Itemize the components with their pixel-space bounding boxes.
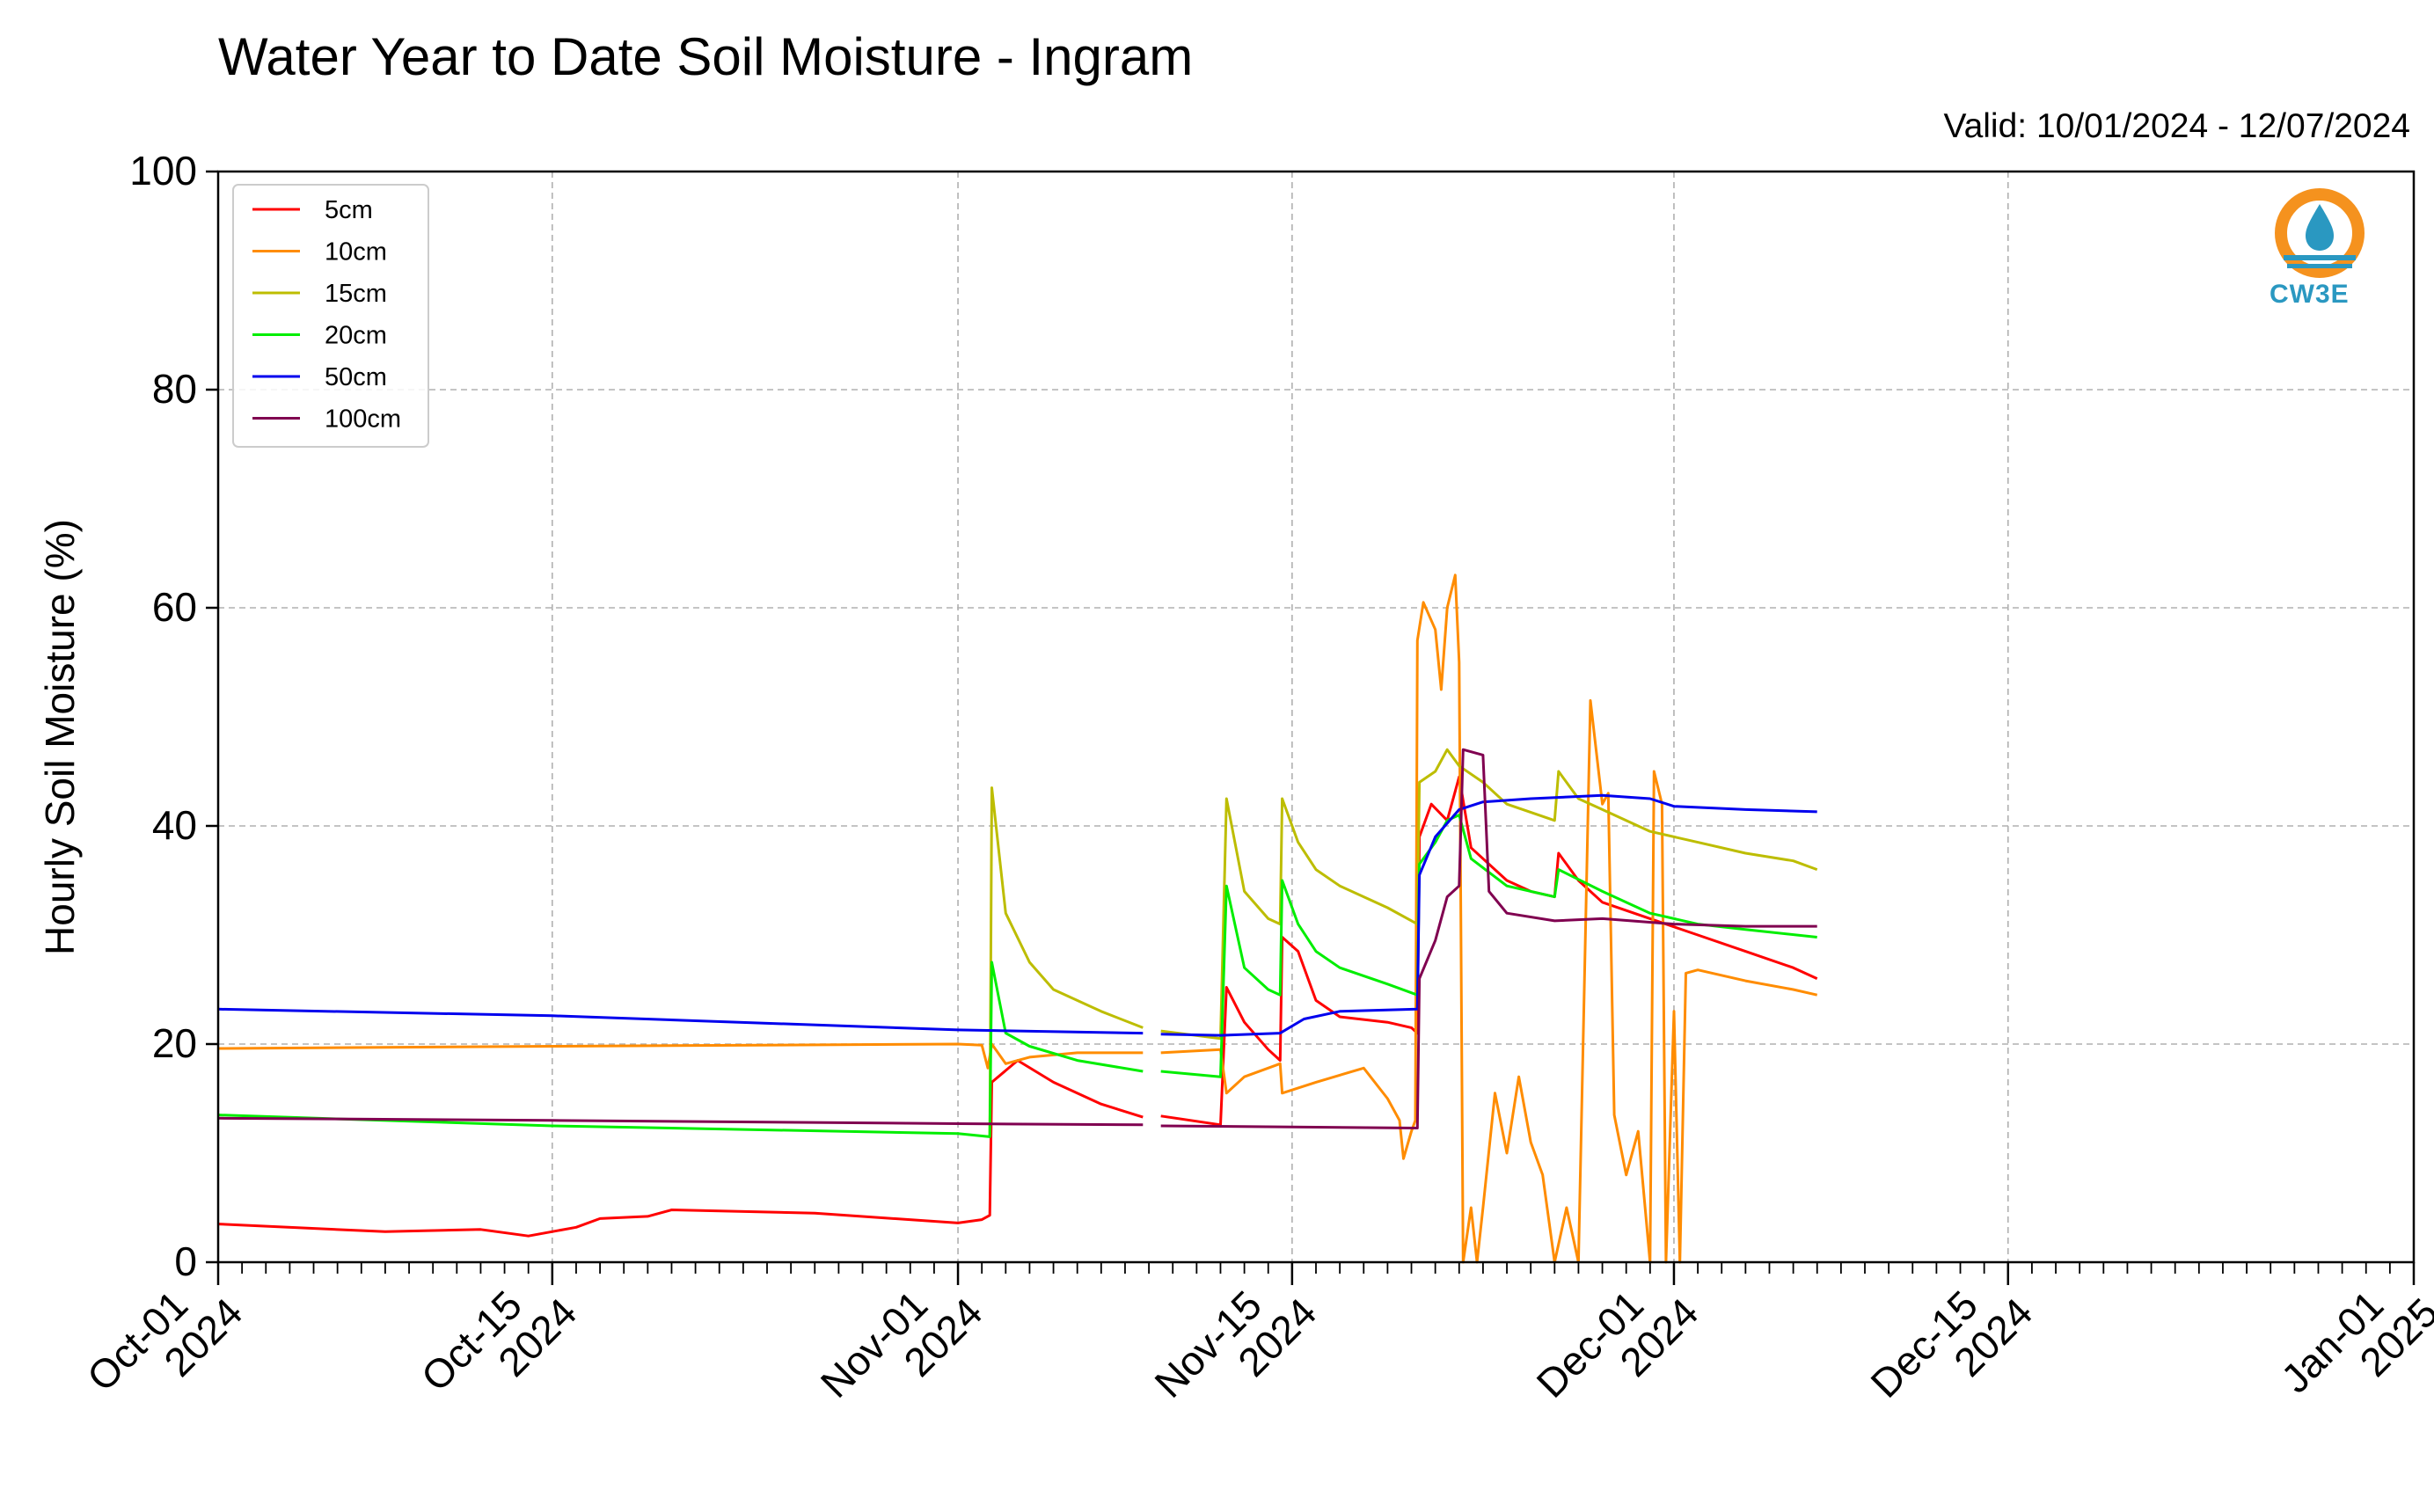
series-line-100cm [217, 748, 1817, 1129]
logo-text: CW3E [2270, 280, 2350, 309]
chart-title: Water Year to Date Soil Moisture - Ingra… [218, 27, 1194, 86]
legend-label: 100cm [325, 405, 401, 434]
legend-label: 5cm [325, 196, 373, 224]
y-axis: 0 20 40 60 80 100 [129, 148, 218, 1284]
legend-label: 10cm [325, 238, 387, 267]
y-tick-label: 100 [129, 148, 197, 194]
water-drop-icon [2306, 204, 2334, 251]
cw3e-logo [2275, 188, 2365, 278]
plot-frame [216, 170, 2416, 1264]
logo-ring [2275, 188, 2365, 278]
series-line-5cm [217, 775, 1818, 1238]
logo-wave [2287, 264, 2352, 268]
y-tick-label: 0 [174, 1238, 197, 1284]
legend-label: 15cm [325, 280, 387, 308]
series-line-50cm [217, 793, 1817, 1037]
y-tick-label: 40 [152, 802, 197, 848]
legend: 5cm 10cm 15cm 20cm 50cm 100cm [232, 184, 429, 448]
series-line-15cm [988, 748, 1818, 1137]
valid-date-range: Valid: 10/01/2024 - 12/07/2024 [1943, 107, 2410, 145]
y-tick-label: 80 [152, 366, 197, 412]
series-lines [217, 573, 1818, 1264]
series-line-20cm [217, 814, 1817, 1138]
y-tick-label: 60 [152, 584, 197, 630]
y-tick-label: 20 [152, 1020, 197, 1066]
legend-label: 50cm [325, 363, 387, 391]
gridlines [218, 172, 2414, 1262]
logo-wave [2284, 255, 2356, 260]
legend-label: 20cm [325, 322, 387, 350]
